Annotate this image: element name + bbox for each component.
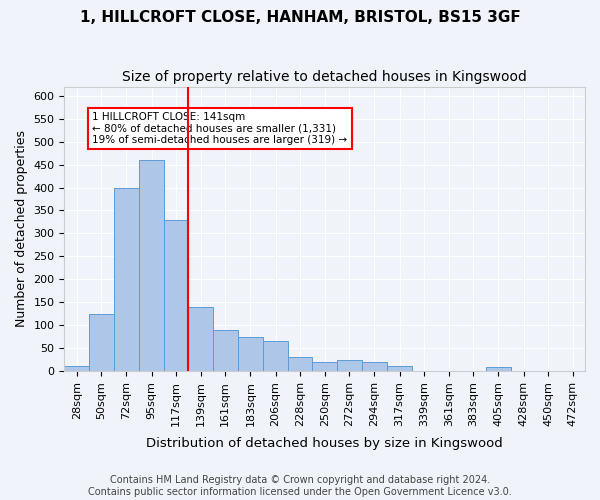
Bar (263, 341, 288, 371)
Y-axis label: Number of detached properties: Number of detached properties (15, 130, 28, 328)
Bar (387, 366, 412, 371)
Bar (164, 220, 188, 371)
Bar (337, 360, 362, 371)
Bar (485, 368, 511, 371)
Text: Contains HM Land Registry data © Crown copyright and database right 2024.
Contai: Contains HM Land Registry data © Crown c… (88, 476, 512, 497)
Bar (64, 366, 89, 371)
Title: Size of property relative to detached houses in Kingswood: Size of property relative to detached ho… (122, 70, 527, 84)
Bar (113, 188, 139, 371)
Bar (139, 160, 164, 371)
X-axis label: Distribution of detached houses by size in Kingswood: Distribution of detached houses by size … (146, 437, 503, 450)
Bar (89, 314, 113, 371)
Bar (288, 358, 313, 371)
Bar (238, 336, 263, 371)
Bar (313, 362, 337, 371)
Text: 1, HILLCROFT CLOSE, HANHAM, BRISTOL, BS15 3GF: 1, HILLCROFT CLOSE, HANHAM, BRISTOL, BS1… (80, 10, 520, 25)
Bar (213, 330, 238, 371)
Bar (362, 362, 387, 371)
Bar (188, 307, 213, 371)
Text: 1 HILLCROFT CLOSE: 141sqm
← 80% of detached houses are smaller (1,331)
19% of se: 1 HILLCROFT CLOSE: 141sqm ← 80% of detac… (92, 112, 347, 145)
